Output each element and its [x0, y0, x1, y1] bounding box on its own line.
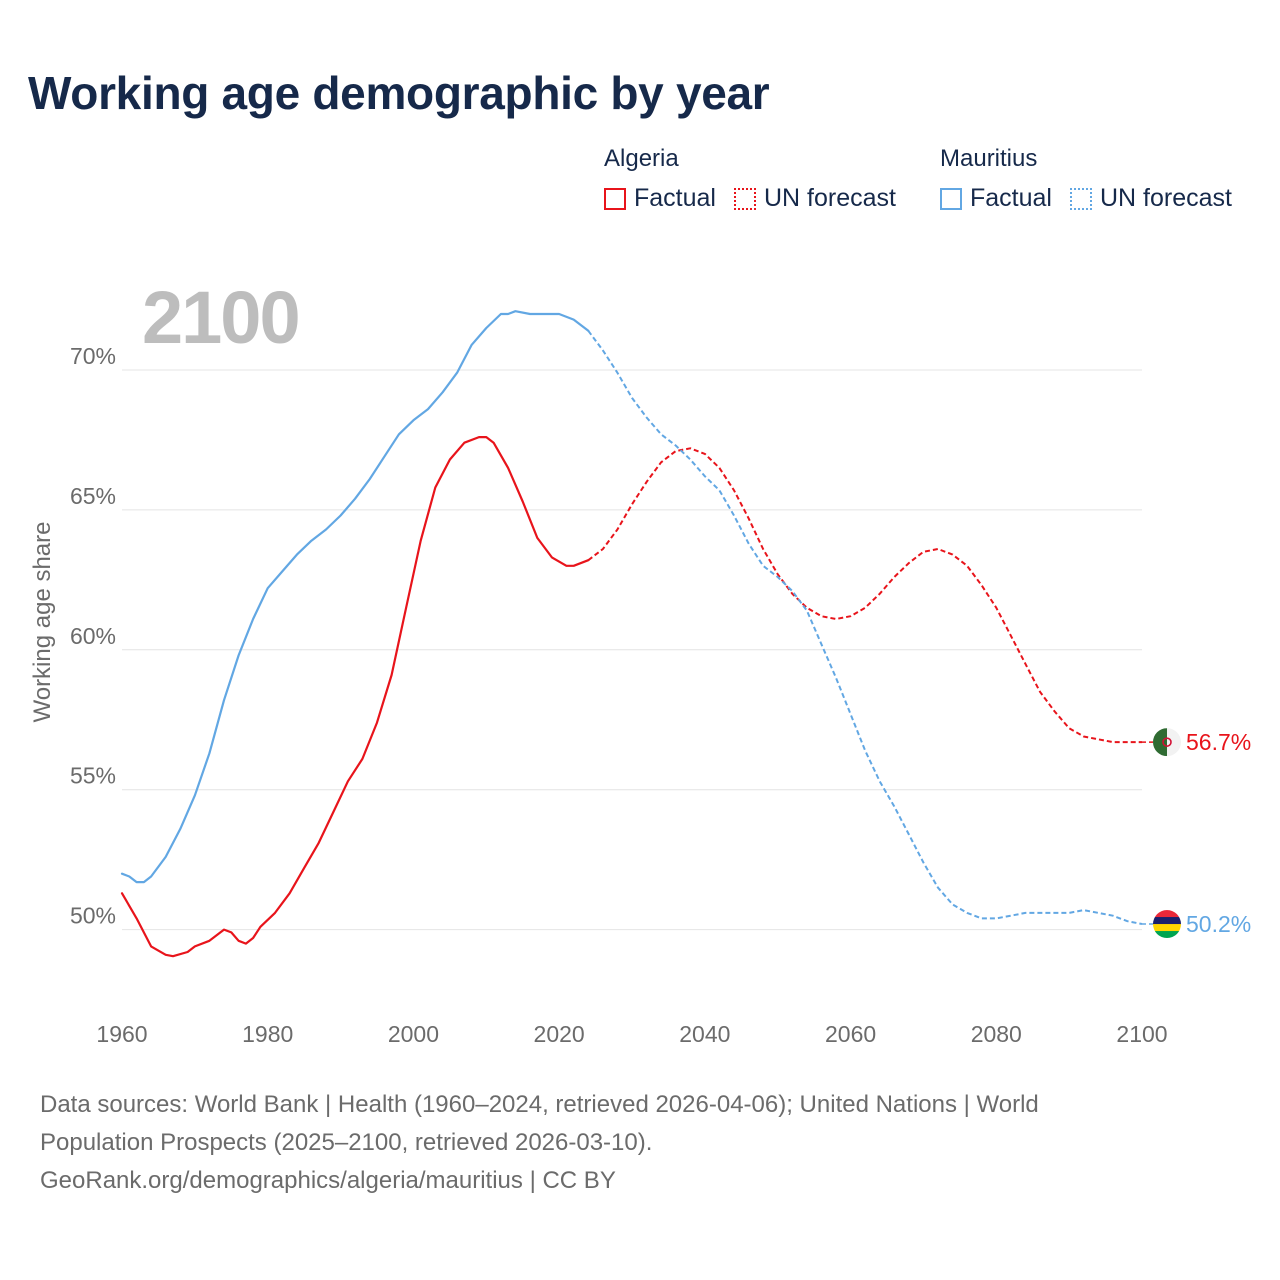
- y-tick-label: 60%: [70, 623, 116, 649]
- series-line-algeria-factual[interactable]: [120, 436, 590, 958]
- y-tick-label: 70%: [70, 343, 116, 369]
- grid-layer: [122, 369, 1142, 931]
- x-tick-label: 2000: [388, 1021, 439, 1047]
- end-markers: 56.7% 50.2%: [1142, 728, 1251, 939]
- end-value-label-mauritius: 50.2%: [1186, 911, 1251, 937]
- x-tick-label: 2020: [534, 1021, 585, 1047]
- legend-label: UN forecast: [1099, 184, 1232, 212]
- legend-group-algeria: Algeria Factual UN forecast: [604, 142, 896, 213]
- x-tick-label: 2040: [679, 1021, 730, 1047]
- legend-item-mauritius-forecast[interactable]: UN forecast: [1069, 184, 1232, 213]
- end-value-label-algeria: 56.7%: [1186, 729, 1251, 755]
- y-tick-label: 55%: [70, 763, 116, 789]
- legend-group-name: Mauritius: [940, 145, 1038, 172]
- flag-icon-mauritius: [1153, 910, 1181, 939]
- series-line-mauritius-forecast[interactable]: [587, 330, 1143, 925]
- legend-label: Factual: [634, 184, 716, 212]
- axis-ticks: 50% 55% 60% 65% 70% 1960 1980 2000 2020 2040 2060 2…: [70, 343, 1168, 1047]
- x-tick-label: 2080: [971, 1021, 1022, 1047]
- legend-item-algeria-forecast[interactable]: UN forecast: [733, 184, 896, 213]
- legend-group-mauritius: Mauritius Factual UN forecast: [940, 142, 1232, 213]
- x-tick-label: 1980: [242, 1021, 293, 1047]
- legend-swatch-dotted: [1069, 187, 1092, 210]
- y-tick-label: 50%: [70, 903, 116, 929]
- data-sources-footer: Data sources: World Bank | Health (1960–…: [40, 1086, 1240, 1200]
- y-axis-title: Working age share: [29, 522, 56, 723]
- series-line-mauritius-factual[interactable]: [120, 310, 590, 884]
- y-tick-label: 65%: [70, 483, 116, 509]
- footer-line: GeoRank.org/demographics/algeria/mauriti…: [40, 1167, 616, 1194]
- series-lines: [120, 310, 1143, 958]
- year-display: 2100: [142, 276, 299, 359]
- x-tick-label: 2060: [825, 1021, 876, 1047]
- legend-item-mauritius-factual[interactable]: Factual: [940, 184, 1052, 213]
- footer-line: Data sources: World Bank | Health (1960–…: [40, 1091, 1039, 1118]
- x-tick-label: 2100: [1116, 1021, 1167, 1047]
- legend-label: Factual: [970, 184, 1052, 212]
- legend-swatch-dotted: [733, 187, 756, 210]
- legend-group-name: Algeria: [604, 145, 679, 172]
- legend-swatch-solid: [940, 187, 962, 210]
- flag-icon-algeria: [1153, 728, 1181, 757]
- legend-swatch-solid: [604, 187, 626, 210]
- footer-line: Population Prospects (2025–2100, retriev…: [40, 1129, 653, 1156]
- legend-label: UN forecast: [763, 184, 896, 212]
- x-tick-label: 1960: [96, 1021, 147, 1047]
- legend-item-algeria-factual[interactable]: Factual: [604, 184, 716, 213]
- series-line-algeria-forecast[interactable]: [587, 447, 1142, 744]
- chart-title: Working age demographic by year: [28, 67, 770, 119]
- line-chart: 2100 Working age share 50% 55% 60% 65% 70% 19…: [29, 276, 1251, 1047]
